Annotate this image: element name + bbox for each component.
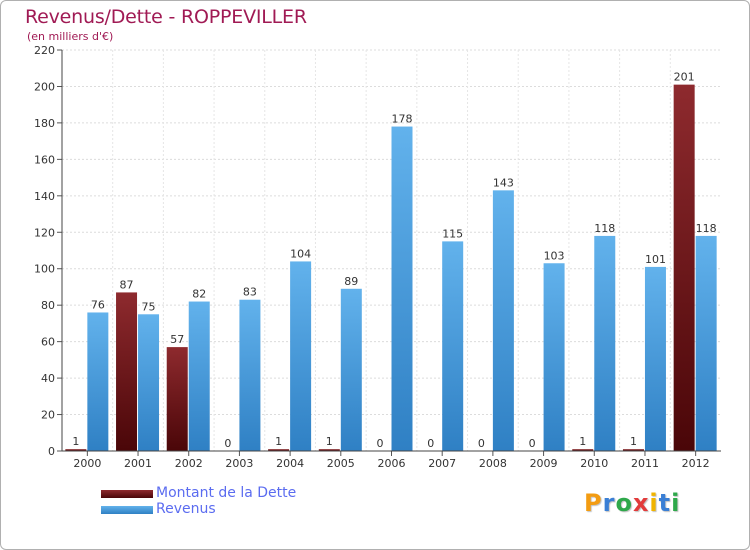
y-tick-label: 200 — [34, 80, 55, 93]
y-tick-label: 140 — [34, 190, 55, 203]
value-label-revenus: 178 — [392, 113, 413, 126]
y-tick-label: 220 — [34, 44, 55, 57]
y-tick-label: 80 — [41, 299, 55, 312]
logo-letter: r — [602, 489, 616, 517]
bar-revenus — [239, 299, 261, 451]
bar-layer — [65, 84, 717, 452]
x-tick-label: 2003 — [225, 457, 253, 470]
value-label-revenus: 75 — [142, 300, 156, 313]
x-tick-label: 2011 — [631, 457, 659, 470]
x-tick-label: 2006 — [378, 457, 406, 470]
x-tick-label: 2012 — [682, 457, 710, 470]
legend-swatch-dette — [101, 490, 153, 498]
value-label-dette: 1 — [275, 435, 282, 448]
bar-revenus — [87, 312, 109, 451]
bar-revenus — [290, 261, 312, 451]
x-tick-label: 2007 — [428, 457, 456, 470]
x-tick-label: 2008 — [479, 457, 507, 470]
value-label-dette: 1 — [72, 435, 79, 448]
logo-letter: o — [615, 489, 633, 517]
bar-revenus — [644, 266, 666, 451]
value-label-dette: 0 — [478, 437, 485, 450]
bar-dette — [318, 449, 340, 451]
bar-revenus — [391, 126, 413, 452]
y-tick-label: 120 — [34, 226, 55, 239]
value-label-revenus: 104 — [290, 247, 311, 260]
chart-subtitle: (en milliers d'€) — [27, 30, 114, 43]
bar-dette — [65, 449, 87, 451]
value-label-dette: 87 — [120, 278, 134, 291]
legend-swatch-revenus — [101, 506, 153, 514]
value-label-revenus: 76 — [91, 298, 105, 311]
value-label-revenus: 115 — [442, 227, 463, 240]
value-label-dette: 0 — [529, 437, 536, 450]
bar-revenus — [594, 235, 616, 451]
value-label-revenus: 118 — [696, 222, 717, 235]
bar-dette — [116, 292, 138, 451]
logo-letter: i — [671, 489, 681, 517]
label-layer: 1768775578208311041890178011501430103111… — [72, 71, 716, 450]
value-label-dette: 0 — [377, 437, 384, 450]
y-tick-label: 20 — [41, 409, 55, 422]
value-label-revenus: 89 — [344, 275, 358, 288]
bar-revenus — [340, 288, 362, 451]
bar-revenus — [442, 241, 464, 451]
value-label-revenus: 118 — [594, 222, 615, 235]
value-label-dette: 0 — [224, 437, 231, 450]
logo-letter: t — [658, 489, 672, 517]
bar-revenus — [543, 263, 565, 451]
x-tick-label: 2004 — [276, 457, 304, 470]
logo-letter: x — [632, 489, 650, 517]
value-label-dette: 1 — [579, 435, 586, 448]
x-tick-label: 2002 — [175, 457, 203, 470]
y-tick-label: 60 — [41, 336, 55, 349]
value-label-dette: 201 — [674, 71, 695, 84]
value-label-revenus: 83 — [243, 286, 257, 299]
logo-letter: i — [649, 489, 659, 517]
y-tick-label: 0 — [48, 445, 55, 458]
value-label-dette: 57 — [170, 333, 184, 346]
value-label-revenus: 101 — [645, 253, 666, 266]
bar-revenus — [695, 235, 717, 451]
value-label-dette: 0 — [427, 437, 434, 450]
x-tick-label: 2001 — [124, 457, 152, 470]
x-tick-label: 2009 — [530, 457, 558, 470]
logo-letter: P — [584, 489, 603, 517]
value-label-revenus: 82 — [192, 288, 206, 301]
proxiti-logo: Proxiti — [584, 489, 680, 517]
bar-revenus — [138, 314, 160, 451]
x-tick-label: 2005 — [327, 457, 355, 470]
legend-label-revenus: Revenus — [156, 501, 216, 517]
y-tick-label: 180 — [34, 117, 55, 130]
bar-revenus — [492, 190, 514, 451]
x-tick-label: 2010 — [580, 457, 608, 470]
bar-dette — [622, 449, 644, 451]
chart-title: Revenus/Dette - ROPPEVILLER — [25, 6, 307, 28]
bar-dette — [268, 449, 290, 451]
legend-label-dette: Montant de la Dette — [156, 485, 297, 501]
bar-dette — [572, 449, 594, 451]
value-label-dette: 1 — [630, 435, 637, 448]
bar-dette — [166, 347, 188, 451]
value-label-dette: 1 — [326, 435, 333, 448]
y-tick-label: 100 — [34, 263, 55, 276]
bar-dette — [673, 84, 695, 451]
value-label-revenus: 143 — [493, 176, 514, 189]
y-tick-label: 160 — [34, 153, 55, 166]
bar-revenus — [188, 301, 210, 451]
x-tick-label: 2000 — [73, 457, 101, 470]
y-tick-label: 40 — [41, 372, 55, 385]
value-label-revenus: 103 — [544, 249, 565, 262]
